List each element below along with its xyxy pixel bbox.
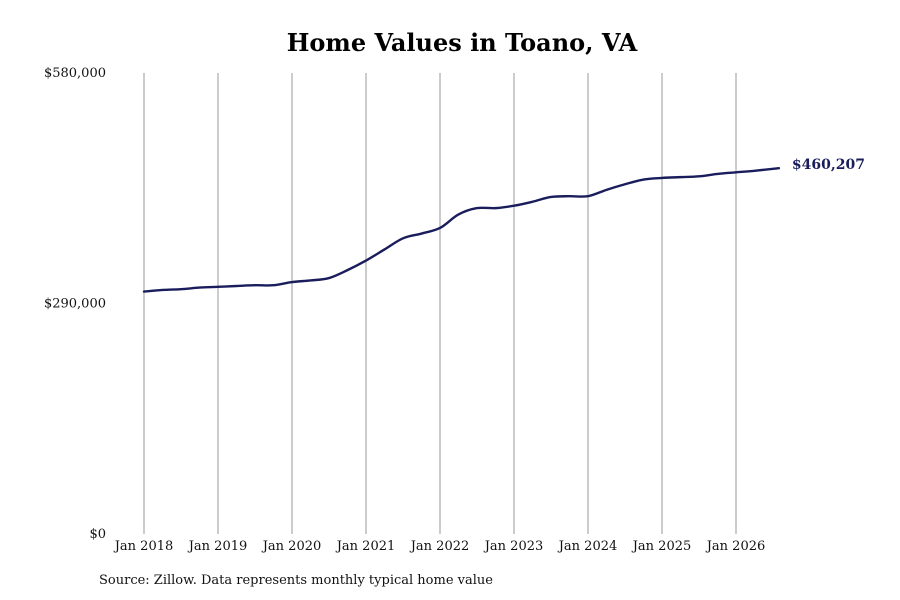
x-tick-label: Jan 2022 [409, 539, 470, 554]
source-note: Source: Zillow. Data represents monthly … [99, 573, 493, 588]
x-tick-label: Jan 2025 [631, 539, 692, 554]
y-tick-label: $580,000 [44, 66, 106, 81]
x-axis-ticks: Jan 2018 Jan 2019 Jan 2020 Jan 2021 Jan 2022… [113, 539, 766, 554]
x-tick-label: Jan 2020 [261, 539, 322, 554]
x-tick-label: Jan 2021 [335, 539, 396, 554]
x-tick-label: Jan 2023 [483, 539, 544, 554]
y-tick-label: $290,000 [44, 297, 106, 312]
y-axis-ticks: $0 $290,000 $580,000 [44, 66, 106, 542]
end-value-label: $460,207 [792, 157, 865, 173]
x-tick-label: Jan 2026 [705, 539, 766, 554]
y-tick-label: $0 [89, 527, 106, 542]
chart-title: Home Values in Toano, VA [286, 28, 638, 57]
series-line [142, 167, 781, 293]
gridlines [143, 73, 737, 534]
x-tick-label: Jan 2018 [113, 539, 174, 554]
x-tick-label: Jan 2024 [557, 539, 618, 554]
x-tick-label: Jan 2019 [187, 539, 248, 554]
